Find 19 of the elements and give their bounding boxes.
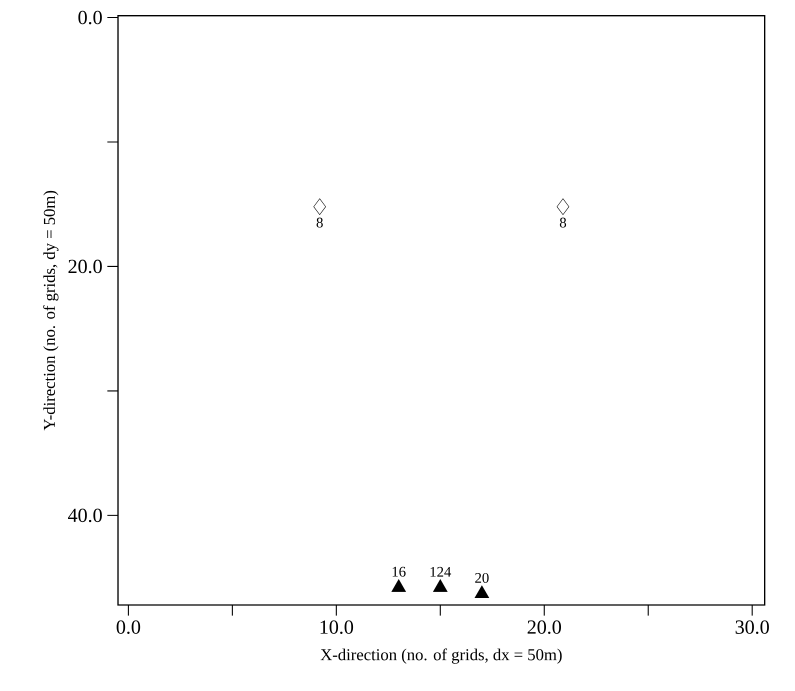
annotation: 20 — [475, 572, 489, 583]
x-tick-label: 20.0 — [528, 620, 562, 634]
annotation: 16 — [392, 566, 406, 577]
point — [474, 586, 490, 598]
point — [433, 579, 448, 592]
annotation: 8 — [560, 218, 566, 228]
x-tick-label: 10.0 — [320, 620, 354, 634]
y-tick-label: 20.0 — [68, 260, 102, 274]
annotation: 8 — [316, 218, 323, 228]
y-tick-label: 0.0 — [78, 10, 102, 24]
y-tick-label: 40.0 — [68, 508, 102, 522]
x-tick-label: 0.0 — [116, 620, 140, 634]
annotation: 124 — [430, 566, 452, 577]
x-axis-title: X-direction (no. of grids, dx = 50m) — [320, 648, 562, 664]
point — [556, 198, 570, 215]
y-axis-title: Y-direction (no. of grids, dy = 50m) — [43, 190, 58, 430]
x-tick-label: 30.0 — [736, 620, 769, 634]
point — [392, 579, 406, 592]
point — [313, 198, 326, 215]
